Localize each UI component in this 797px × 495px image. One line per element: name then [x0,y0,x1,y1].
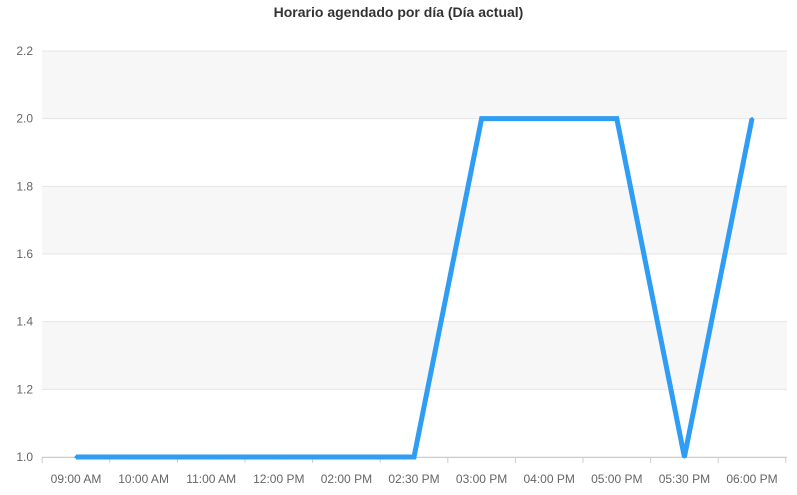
x-tick-label: 09:00 AM [51,472,102,486]
data-point [615,117,619,121]
data-point [412,455,416,459]
y-tick-label: 1.0 [16,450,33,464]
x-tick-label: 10:00 AM [118,472,169,486]
y-tick-label: 1.8 [16,179,33,193]
y-tick-labels: 1.0 1.2 1.4 1.6 1.8 2.0 2.2 [16,44,33,464]
data-point [209,455,213,459]
y-tick-label: 1.4 [16,315,33,329]
data-point [74,455,78,459]
x-tick-label: 05:30 PM [659,472,710,486]
x-tick-label: 02:00 PM [321,472,372,486]
x-tick-label: 05:00 PM [591,472,642,486]
y-tick-label: 1.2 [16,382,33,396]
data-point [277,455,281,459]
chart-title: Horario agendado por día (Día actual) [273,4,524,20]
data-point [344,455,348,459]
y-tick-label: 2.2 [16,44,33,58]
grid-band [42,51,787,119]
x-tick-label: 11:00 AM [186,472,236,486]
data-point [142,455,146,459]
data-point [547,117,551,121]
plot-bands [42,51,787,390]
y-tick-label: 2.0 [16,112,33,126]
x-tick-label: 04:00 PM [524,472,575,486]
x-tick-label: 12:00 PM [253,472,304,486]
x-tick-labels: 09:00 AM 10:00 AM 11:00 AM 12:00 PM 02:00 PM… [51,472,778,486]
x-tick-label: 06:00 PM [726,472,777,486]
data-point [682,455,686,459]
series-group [74,116,755,460]
x-tick-label: 03:00 PM [456,472,507,486]
grid-band [42,186,787,254]
x-tick-label: 02:30 PM [388,472,439,486]
grid-band [42,321,787,390]
y-tick-label: 1.6 [16,247,33,261]
data-point [750,117,754,121]
data-point [480,117,484,121]
series-line [76,116,755,460]
